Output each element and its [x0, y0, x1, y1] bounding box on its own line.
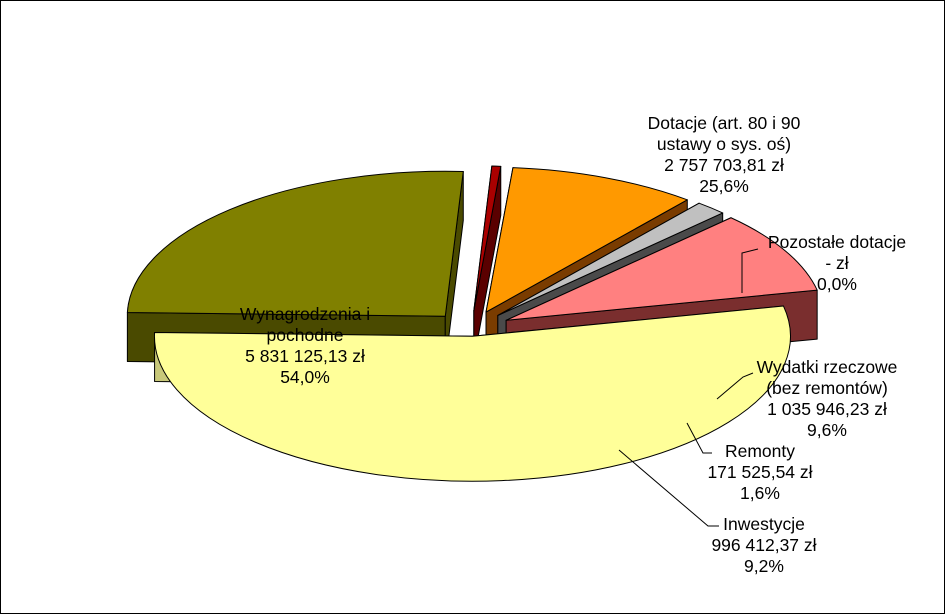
data-label-wynagrodzenia-percent: 54,0% [280, 367, 330, 387]
data-label-remonty-amount: 171 525,54 zł [707, 462, 812, 482]
slice-remonty-top [497, 202, 724, 316]
data-label-wydatki-label-line-2: (bez remontów) [766, 378, 888, 398]
data-label-wydatki-percent: 9,6% [807, 420, 847, 440]
data-label-remonty-label-line-1: Remonty [725, 441, 795, 461]
leader-line-remonty [686, 422, 712, 454]
slice-inwestycje-top [505, 217, 818, 321]
data-label-dotacje-amount: 2 757 703,81 zł [664, 155, 784, 175]
data-label-wynagrodzenia-amount: 5 831 125,13 zł [245, 346, 365, 366]
leader-line-inwestycje [618, 449, 719, 527]
data-label-inwestycje-label-line-1: Inwestycje [723, 514, 805, 534]
data-label-dotacje-percent: 25,6% [699, 176, 749, 196]
leader-line-pozostale [741, 248, 759, 293]
leader-line-wydatki [716, 372, 754, 400]
data-label-inwestycje-amount: 996 412,37 zł [711, 535, 816, 555]
data-label-wydatki-amount: 1 035 946,23 zł [767, 399, 887, 419]
data-label-remonty-percent: 1,6% [740, 483, 780, 503]
data-label-pozostale-percent: 0,0% [817, 274, 857, 294]
data-label-pozostale-label-line-1: Pozostałe dotacje [768, 232, 906, 252]
slice-dotacje-top [126, 170, 464, 317]
data-label-pozostale-amount: - zł [825, 253, 848, 273]
data-label-wynagrodzenia-label-line-1: Wynagrodzenia i [240, 304, 370, 324]
slice-wydatki-top [485, 167, 688, 313]
slice-pozostale-top [473, 165, 502, 312]
data-label-wynagrodzenia-label-line-2: pochodne [267, 325, 344, 345]
slice-wynagrodzenia [154, 305, 791, 482]
slice-pozostale [473, 165, 502, 361]
data-label-dotacje-label-line-1: Dotacje (art. 80 i 90 [648, 113, 801, 133]
data-label-dotacje-label-line-2: ustawy o sys. oś) [657, 134, 791, 154]
data-label-wydatki-label-line-1: Wydatki rzeczowe [757, 357, 898, 377]
data-label-inwestycje-percent: 9,2% [744, 556, 784, 576]
slice-wynagrodzenia-top [154, 305, 791, 482]
